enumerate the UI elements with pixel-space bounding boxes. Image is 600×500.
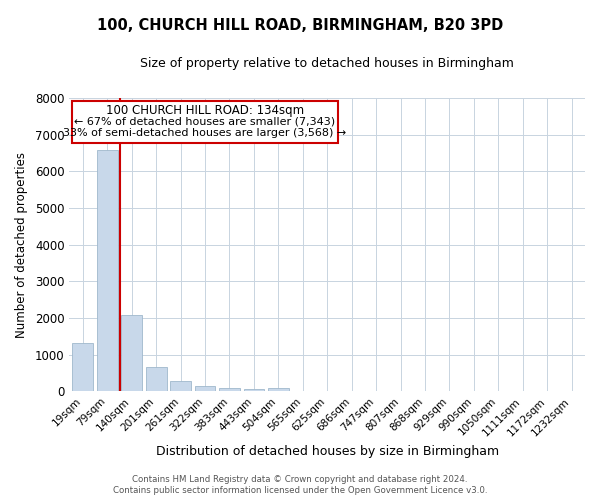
Y-axis label: Number of detached properties: Number of detached properties: [15, 152, 28, 338]
Text: 33% of semi-detached houses are larger (3,568) →: 33% of semi-detached houses are larger (…: [64, 128, 347, 138]
Text: Contains HM Land Registry data © Crown copyright and database right 2024.: Contains HM Land Registry data © Crown c…: [132, 475, 468, 484]
X-axis label: Distribution of detached houses by size in Birmingham: Distribution of detached houses by size …: [155, 444, 499, 458]
Bar: [170, 380, 191, 391]
Bar: [73, 343, 93, 391]
FancyBboxPatch shape: [72, 100, 338, 143]
Bar: [121, 314, 142, 391]
Bar: [219, 388, 240, 391]
Text: 100 CHURCH HILL ROAD: 134sqm: 100 CHURCH HILL ROAD: 134sqm: [106, 104, 304, 117]
Bar: [194, 386, 215, 391]
Bar: [97, 150, 118, 391]
Bar: [268, 388, 289, 391]
Text: 100, CHURCH HILL ROAD, BIRMINGHAM, B20 3PD: 100, CHURCH HILL ROAD, BIRMINGHAM, B20 3…: [97, 18, 503, 32]
Bar: [146, 368, 167, 391]
Bar: [244, 389, 264, 391]
Text: ← 67% of detached houses are smaller (7,343): ← 67% of detached houses are smaller (7,…: [74, 116, 335, 126]
Title: Size of property relative to detached houses in Birmingham: Size of property relative to detached ho…: [140, 58, 514, 70]
Text: Contains public sector information licensed under the Open Government Licence v3: Contains public sector information licen…: [113, 486, 487, 495]
